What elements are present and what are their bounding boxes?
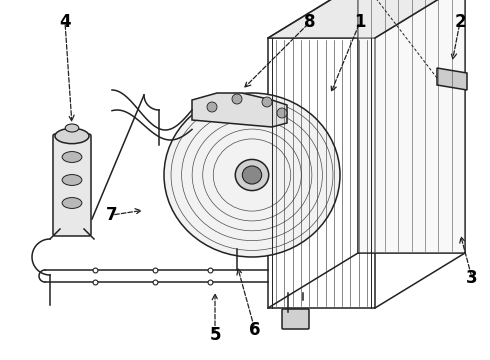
- Text: 5: 5: [209, 326, 221, 344]
- Ellipse shape: [62, 198, 82, 208]
- Text: 3: 3: [466, 269, 478, 287]
- Text: 7: 7: [106, 206, 118, 224]
- Polygon shape: [358, 0, 465, 253]
- Circle shape: [232, 94, 242, 104]
- Ellipse shape: [62, 175, 82, 185]
- Text: 8: 8: [304, 13, 316, 31]
- Ellipse shape: [55, 129, 89, 144]
- Circle shape: [277, 108, 287, 118]
- Ellipse shape: [65, 124, 79, 132]
- Circle shape: [207, 102, 217, 112]
- FancyBboxPatch shape: [282, 309, 309, 329]
- FancyBboxPatch shape: [53, 134, 91, 236]
- Ellipse shape: [243, 166, 262, 184]
- Ellipse shape: [164, 93, 340, 257]
- Polygon shape: [437, 68, 467, 90]
- Text: 1: 1: [354, 13, 366, 31]
- Polygon shape: [192, 93, 287, 127]
- Text: 4: 4: [59, 13, 71, 31]
- Ellipse shape: [235, 159, 269, 190]
- Polygon shape: [268, 0, 465, 38]
- Text: 6: 6: [249, 321, 261, 339]
- Text: 2: 2: [454, 13, 466, 31]
- Circle shape: [262, 97, 272, 107]
- Ellipse shape: [62, 152, 82, 162]
